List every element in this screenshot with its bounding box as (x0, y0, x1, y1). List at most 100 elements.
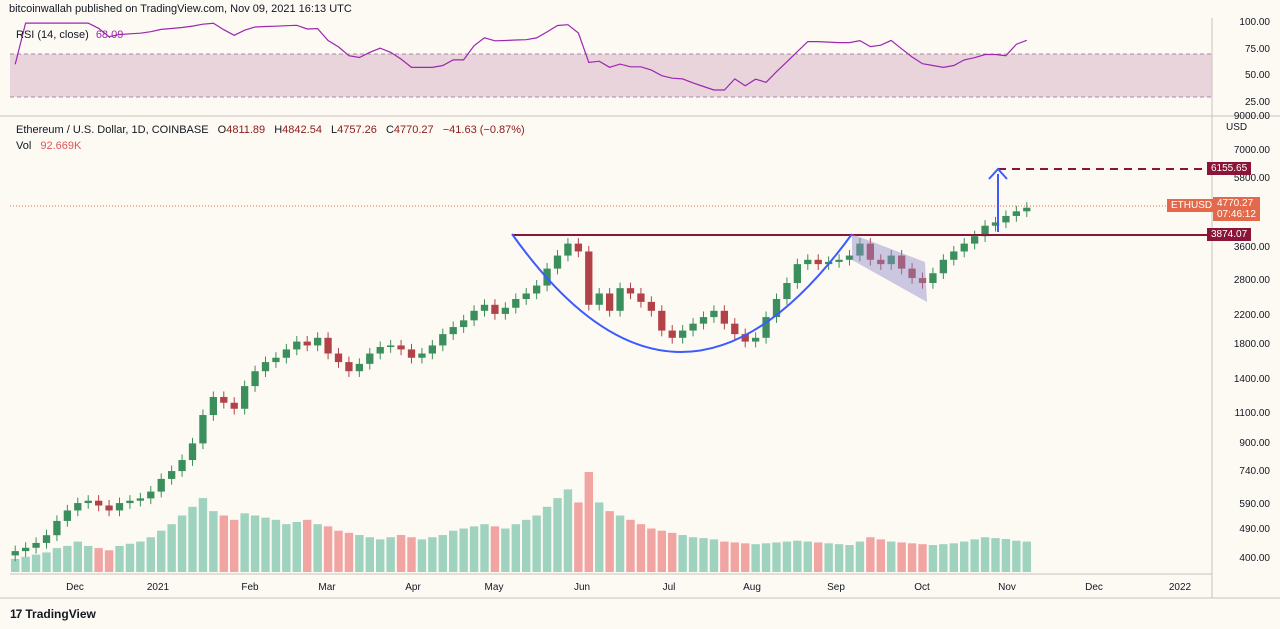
candle (720, 305, 729, 330)
volume-bar (761, 543, 771, 572)
candle (960, 238, 968, 258)
x-axis-ticks: Dec 2021 Feb Mar Apr May Jun Jul Aug Sep Oct Nov Dec… (66, 582, 1191, 593)
candle (564, 238, 572, 262)
candle (313, 332, 322, 352)
volume-bar (970, 539, 979, 572)
volume-bar (751, 544, 760, 572)
volume-bar (146, 537, 155, 572)
x-tick-label: Aug (743, 582, 761, 593)
volume-bar (125, 543, 135, 572)
volume-bar (939, 544, 948, 572)
candle (470, 305, 478, 327)
rsi-axis-label: 50.00 (1244, 70, 1270, 81)
volume-bar (803, 541, 812, 572)
volume-bar (282, 524, 291, 572)
volume-bar (52, 548, 62, 572)
rsi-line (14, 22, 1028, 91)
bar-countdown: 07:46:12 (1217, 209, 1256, 220)
volume-bar (1001, 538, 1011, 572)
volume-bar (240, 513, 249, 572)
change-value: −41.63 (−0.87%) (442, 124, 525, 136)
candle (1023, 202, 1031, 218)
symbol-legend: Ethereum / U.S. Dollar, 1D, COINBASE O48… (16, 124, 525, 136)
price-axis-label: 9000.00 (1233, 111, 1270, 122)
candle (42, 529, 51, 549)
candle (553, 250, 562, 275)
target-price-tag: 6155.65 (1207, 162, 1252, 175)
candle (459, 314, 468, 333)
candle (793, 258, 802, 289)
open-value: 4811.89 (226, 124, 266, 136)
volume-bar (209, 511, 218, 572)
candle (845, 250, 854, 266)
candle (574, 238, 583, 258)
volume-bar (63, 545, 72, 572)
price-axis-label: 900.00 (1239, 438, 1270, 449)
price-axis-label: 2800.00 (1233, 275, 1270, 286)
volume-bar (960, 541, 969, 572)
candle (856, 238, 864, 262)
price-axis-label: 1100.00 (1234, 408, 1270, 419)
volume-bar (876, 539, 885, 572)
tradingview-logo[interactable]: 17 TradingView (10, 607, 96, 621)
candle (689, 318, 697, 337)
candle (783, 277, 791, 305)
candle (751, 332, 760, 348)
x-tick-label: Mar (318, 582, 336, 593)
volume-bar (73, 541, 82, 572)
currency-label: USD (1226, 122, 1248, 133)
candle (877, 254, 885, 270)
volume-bar (615, 515, 625, 572)
volume-bar (250, 515, 260, 572)
candle (710, 305, 718, 323)
x-tick-label: 2022 (1169, 582, 1192, 593)
volume-bar (219, 515, 228, 572)
volume-legend-label: Vol (16, 140, 32, 152)
candle (105, 499, 113, 517)
candle (63, 504, 72, 527)
candle (814, 254, 822, 270)
volume-bar (94, 548, 103, 572)
candle (491, 299, 499, 320)
candle (439, 328, 447, 352)
candle (658, 305, 666, 337)
tradingview-logo-mark: 17 (10, 607, 22, 621)
candle (230, 397, 238, 415)
candle (585, 245, 593, 311)
volume-bar (271, 519, 281, 572)
volume-bar (522, 519, 531, 572)
x-tick-label: Sep (827, 582, 845, 593)
candle (74, 497, 82, 517)
candle (762, 311, 770, 344)
candle (605, 287, 614, 317)
tradingview-logo-text: TradingView (25, 607, 96, 621)
candle (261, 356, 270, 377)
candle (731, 318, 739, 340)
volume-legend: Vol 92.669K (16, 140, 81, 152)
x-tick-label: Dec (1085, 582, 1103, 593)
price-axis-label: 490.00 (1239, 524, 1270, 535)
candle (282, 343, 291, 364)
candle (157, 473, 165, 498)
volume-bar (793, 540, 802, 572)
candle (699, 311, 708, 330)
candle (126, 495, 134, 509)
volume-bar (845, 545, 854, 572)
price-axis-label: 740.00 (1239, 466, 1270, 477)
candle (53, 515, 61, 541)
x-tick-label: Jun (574, 582, 590, 593)
candle (21, 542, 30, 557)
x-tick-label: Jul (663, 582, 676, 593)
volume-bar (949, 543, 958, 572)
candle (522, 287, 530, 305)
low-label: L (331, 124, 338, 136)
volume-bar (678, 535, 687, 572)
volume-bar (490, 526, 500, 572)
price-axis-label: 2200.00 (1233, 310, 1270, 321)
volume-bar (230, 519, 239, 572)
volume-bar (532, 515, 541, 572)
candle (84, 495, 92, 509)
candle (449, 321, 457, 340)
candle (376, 341, 384, 360)
